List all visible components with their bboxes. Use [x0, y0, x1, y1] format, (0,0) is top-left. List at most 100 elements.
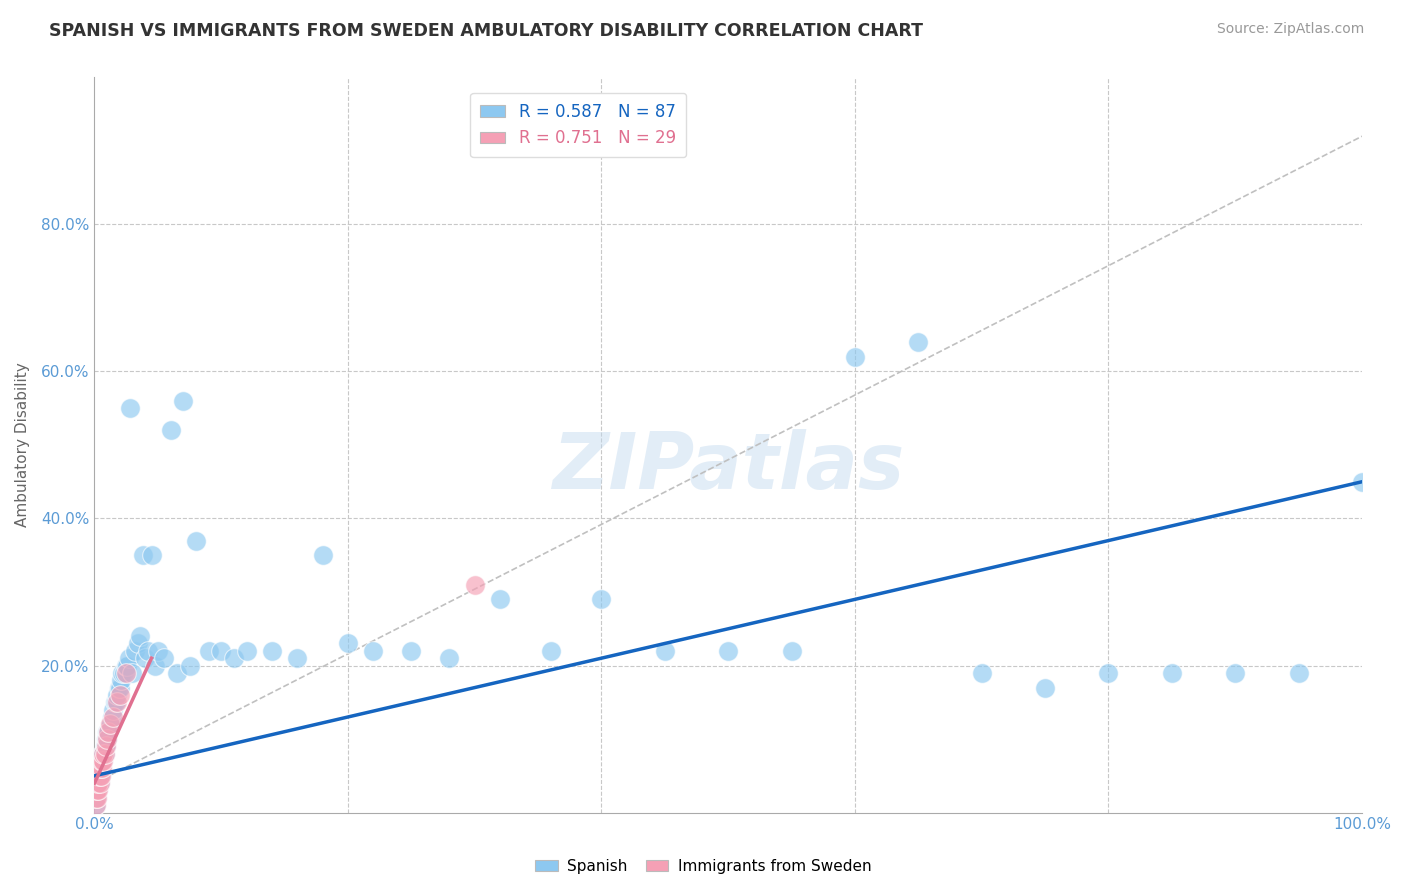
Y-axis label: Ambulatory Disability: Ambulatory Disability	[15, 363, 30, 527]
Point	[90, 761, 112, 775]
Point	[87, 769, 110, 783]
Point	[907, 334, 929, 349]
Point	[124, 644, 146, 658]
Point	[717, 644, 740, 658]
Point	[94, 739, 117, 754]
Point	[115, 665, 138, 680]
Point	[93, 739, 115, 754]
Point	[127, 636, 149, 650]
Text: SPANISH VS IMMIGRANTS FROM SWEDEN AMBULATORY DISABILITY CORRELATION CHART: SPANISH VS IMMIGRANTS FROM SWEDEN AMBULA…	[49, 22, 924, 40]
Point	[141, 548, 163, 562]
Point	[86, 776, 108, 790]
Point	[84, 776, 107, 790]
Point	[91, 754, 114, 768]
Point	[179, 658, 201, 673]
Point	[98, 717, 121, 731]
Point	[90, 769, 112, 783]
Point	[654, 644, 676, 658]
Point	[84, 783, 107, 797]
Point	[90, 769, 112, 783]
Point	[93, 747, 115, 761]
Point	[131, 548, 153, 562]
Point	[87, 776, 110, 790]
Point	[87, 783, 110, 797]
Point	[87, 769, 110, 783]
Point	[1288, 665, 1310, 680]
Point	[1225, 665, 1247, 680]
Point	[118, 401, 141, 416]
Point	[101, 710, 124, 724]
Point	[84, 790, 107, 805]
Point	[90, 754, 112, 768]
Point	[89, 776, 111, 790]
Point	[110, 673, 132, 688]
Point	[107, 681, 129, 695]
Point	[98, 717, 121, 731]
Point	[117, 658, 139, 673]
Point	[118, 651, 141, 665]
Point	[222, 651, 245, 665]
Point	[111, 665, 134, 680]
Point	[104, 695, 127, 709]
Point	[311, 548, 333, 562]
Point	[94, 739, 117, 754]
Point	[336, 636, 359, 650]
Point	[93, 747, 115, 761]
Point	[540, 644, 562, 658]
Point	[86, 790, 108, 805]
Text: Source: ZipAtlas.com: Source: ZipAtlas.com	[1216, 22, 1364, 37]
Point	[439, 651, 461, 665]
Point	[96, 732, 118, 747]
Point	[94, 732, 117, 747]
Point	[1351, 475, 1374, 489]
Point	[93, 754, 115, 768]
Text: ZIPatlas: ZIPatlas	[553, 429, 904, 505]
Point	[112, 665, 135, 680]
Point	[129, 629, 152, 643]
Point	[363, 644, 385, 658]
Point	[401, 644, 423, 658]
Point	[105, 695, 128, 709]
Point	[86, 783, 108, 797]
Point	[91, 747, 114, 761]
Point	[90, 761, 112, 775]
Point	[184, 533, 207, 548]
Point	[89, 776, 111, 790]
Point	[235, 644, 257, 658]
Point	[91, 761, 114, 775]
Point	[89, 761, 111, 775]
Point	[115, 658, 138, 673]
Point	[93, 754, 115, 768]
Point	[121, 665, 143, 680]
Point	[84, 798, 107, 813]
Point	[260, 644, 283, 658]
Point	[86, 769, 108, 783]
Point	[209, 644, 232, 658]
Point	[86, 776, 108, 790]
Point	[86, 790, 108, 805]
Point	[464, 577, 486, 591]
Point	[91, 754, 114, 768]
Point	[96, 724, 118, 739]
Point	[93, 747, 115, 761]
Point	[1097, 665, 1119, 680]
Point	[103, 703, 125, 717]
Point	[844, 350, 866, 364]
Point	[143, 658, 166, 673]
Point	[134, 651, 156, 665]
Point	[97, 724, 120, 739]
Point	[89, 761, 111, 775]
Point	[84, 790, 107, 805]
Point	[105, 695, 128, 709]
Point	[591, 592, 613, 607]
Point	[136, 644, 159, 658]
Point	[97, 724, 120, 739]
Point	[108, 681, 131, 695]
Point	[197, 644, 219, 658]
Legend: Spanish, Immigrants from Sweden: Spanish, Immigrants from Sweden	[529, 853, 877, 880]
Point	[146, 644, 169, 658]
Point	[1033, 681, 1056, 695]
Legend: R = 0.587   N = 87, R = 0.751   N = 29: R = 0.587 N = 87, R = 0.751 N = 29	[471, 93, 686, 158]
Point	[103, 710, 125, 724]
Point	[93, 747, 115, 761]
